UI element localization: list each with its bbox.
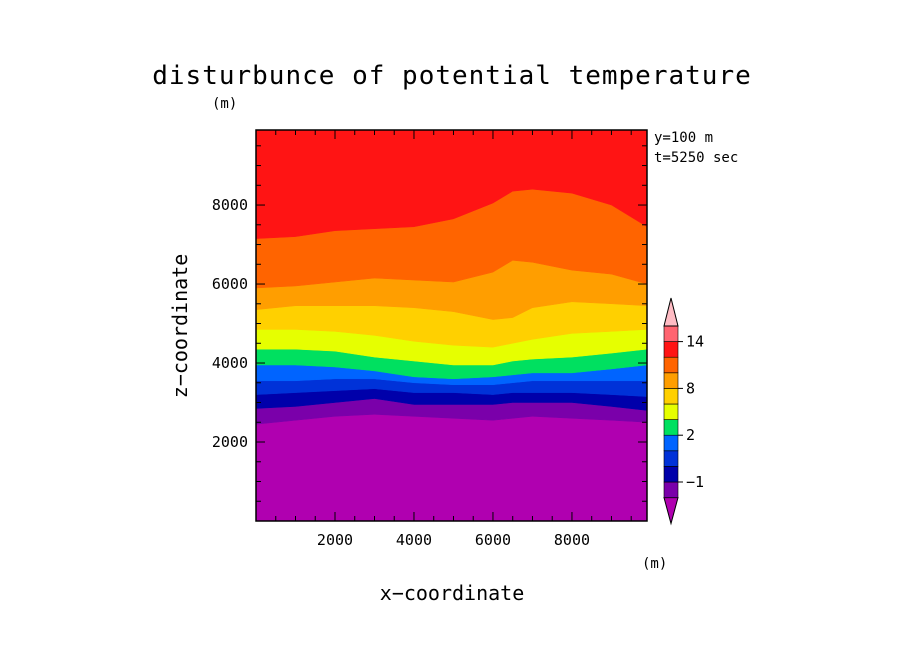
colorbar-tick-label: −1 [686, 473, 704, 491]
colorbar-min-triangle [663, 497, 679, 526]
y-unit-label: (m) [212, 96, 237, 112]
chart-title: disturbunce of potential temperature [152, 61, 752, 91]
x-tick-label: 2000 [317, 531, 353, 549]
x-axis-label: x−coordinate [380, 581, 525, 605]
colorbar-segment [663, 372, 679, 389]
x-tick-label: 6000 [475, 531, 511, 549]
info-line-t: t=5250 sec [654, 150, 738, 166]
colorbar-segment [663, 325, 679, 342]
x-tick-label: 4000 [396, 531, 432, 549]
contour-bands [255, 129, 648, 522]
y-tick-label: 2000 [212, 433, 248, 451]
colorbar-segment [663, 466, 679, 483]
y-axis-label: z−coordinate [168, 254, 192, 399]
plot-frame [255, 129, 648, 522]
colorbar-unit-label: (m) [642, 556, 667, 572]
colorbar-segment [663, 419, 679, 436]
colorbar-tick-label: 14 [686, 333, 704, 351]
info-line-y: y=100 m [654, 130, 713, 146]
colorbar-tick-label: 2 [686, 426, 695, 444]
colorbar-segment [663, 341, 679, 358]
colorbar-tick-label: 8 [686, 379, 695, 397]
colorbar: −1 2 8 14 [663, 297, 704, 526]
y-tick-label: 6000 [212, 275, 248, 293]
colorbar-segment [663, 481, 679, 498]
contour-band-0 [255, 414, 648, 522]
colorbar-segment [663, 356, 679, 374]
x-tick-label: 8000 [554, 531, 590, 549]
colorbar-segment [663, 434, 679, 452]
colorbar-segment [663, 403, 679, 420]
axis-ticks: 2000 4000 6000 8000 2000 4000 6000 8000 [212, 130, 647, 549]
colorbar-max-triangle [663, 297, 679, 327]
y-tick-label: 4000 [212, 354, 248, 372]
y-tick-label: 8000 [212, 196, 248, 214]
colorbar-segment [663, 388, 679, 405]
colorbar-segment [663, 450, 679, 467]
